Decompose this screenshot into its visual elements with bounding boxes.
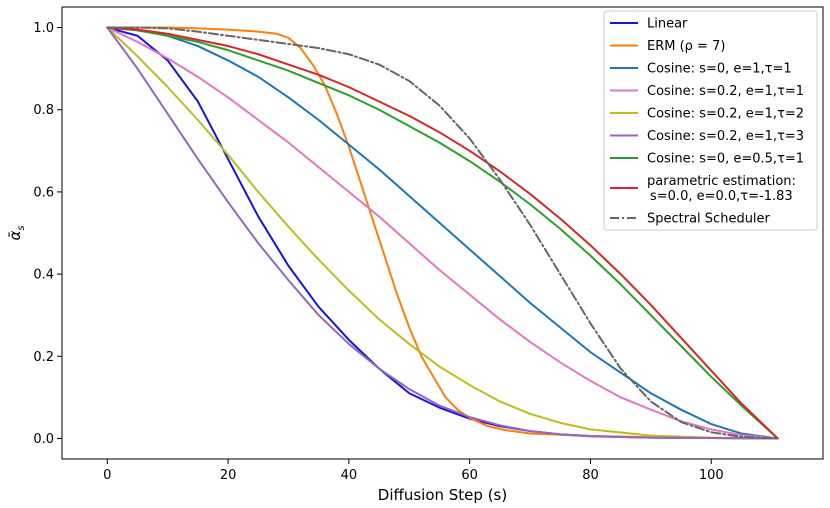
plot-frame <box>61 6 824 460</box>
y-tick-label: 1.0 <box>33 21 54 36</box>
legend-label-line: Cosine: s=0.2, e=1,τ=1 <box>647 84 804 99</box>
series-line-5 <box>106 26 779 440</box>
legend-label-line: s=0.0, e=0.0,τ=-1.83 <box>650 189 793 204</box>
legend-box <box>603 10 818 231</box>
legend-label-2: Cosine: s=0, e=1,τ=1 <box>647 62 792 77</box>
x-axis-title: Diffusion Step (s) <box>378 486 507 504</box>
x-tick-label: 80 <box>582 468 599 483</box>
legend-label-line: Cosine: s=0.2, e=1,τ=3 <box>647 129 804 144</box>
y-tick-label: 0.4 <box>33 268 54 283</box>
series-line-7 <box>106 26 779 440</box>
y-tick-label: 0.6 <box>33 185 54 200</box>
legend-label-5: Cosine: s=0.2, e=1,τ=3 <box>647 129 804 144</box>
legend-label-line: Cosine: s=0, e=0.5,τ=1 <box>647 152 804 167</box>
series-line-4 <box>106 26 779 440</box>
legend-label-line: Linear <box>647 17 688 32</box>
series-line-1 <box>106 26 779 440</box>
legend-label-line: parametric estimation: <box>647 174 796 189</box>
x-tick-label: 0 <box>103 468 111 483</box>
legend-label-8: Spectral Scheduler <box>647 212 771 227</box>
x-tick-label: 20 <box>220 468 237 483</box>
y-axis-title: ᾱs <box>6 225 27 240</box>
y-axis-title-sub: s <box>16 225 27 230</box>
legend-label-7: parametric estimation: s=0.0, e=0.0,τ=-1.… <box>647 174 796 204</box>
series-line-6 <box>106 26 779 440</box>
series-line-2 <box>106 26 779 440</box>
tick-layer: 0 20 40 60 80 100 0.0 0.2 0.4 0.6 0.8 1.0 <box>33 21 723 483</box>
legend-label-1: ERM (ρ = 7) <box>647 39 725 54</box>
y-tick-label: 0.8 <box>33 103 54 118</box>
x-tick-label: 60 <box>461 468 478 483</box>
legend-label-line: Cosine: s=0, e=1,τ=1 <box>647 62 792 77</box>
legend-label-4: Cosine: s=0.2, e=1,τ=2 <box>647 107 804 122</box>
x-tick-label: 100 <box>699 468 724 483</box>
legend-label-3: Cosine: s=0.2, e=1,τ=1 <box>647 84 804 99</box>
legend-label-line: ERM (ρ = 7) <box>647 39 725 54</box>
x-tick-label: 40 <box>341 468 358 483</box>
legend: Linear ERM (ρ = 7) Cosine: s=0, e=1,τ=1 Cos… <box>603 10 818 231</box>
legend-label-line: Cosine: s=0.2, e=1,τ=2 <box>647 107 804 122</box>
legend-label-0: Linear <box>647 17 688 32</box>
y-axis-title-main: ᾱ <box>6 231 24 241</box>
y-tick-label: 0.0 <box>33 432 54 447</box>
series-line-8 <box>106 26 779 440</box>
legend-label-line: Spectral Scheduler <box>647 212 771 227</box>
legend-label-6: Cosine: s=0, e=0.5,τ=1 <box>647 152 804 167</box>
y-tick-label: 0.2 <box>33 350 54 365</box>
series-line-3 <box>106 26 779 440</box>
series-layer <box>106 26 779 440</box>
legend-items: Linear ERM (ρ = 7) Cosine: s=0, e=1,τ=1 Cos… <box>610 17 804 227</box>
